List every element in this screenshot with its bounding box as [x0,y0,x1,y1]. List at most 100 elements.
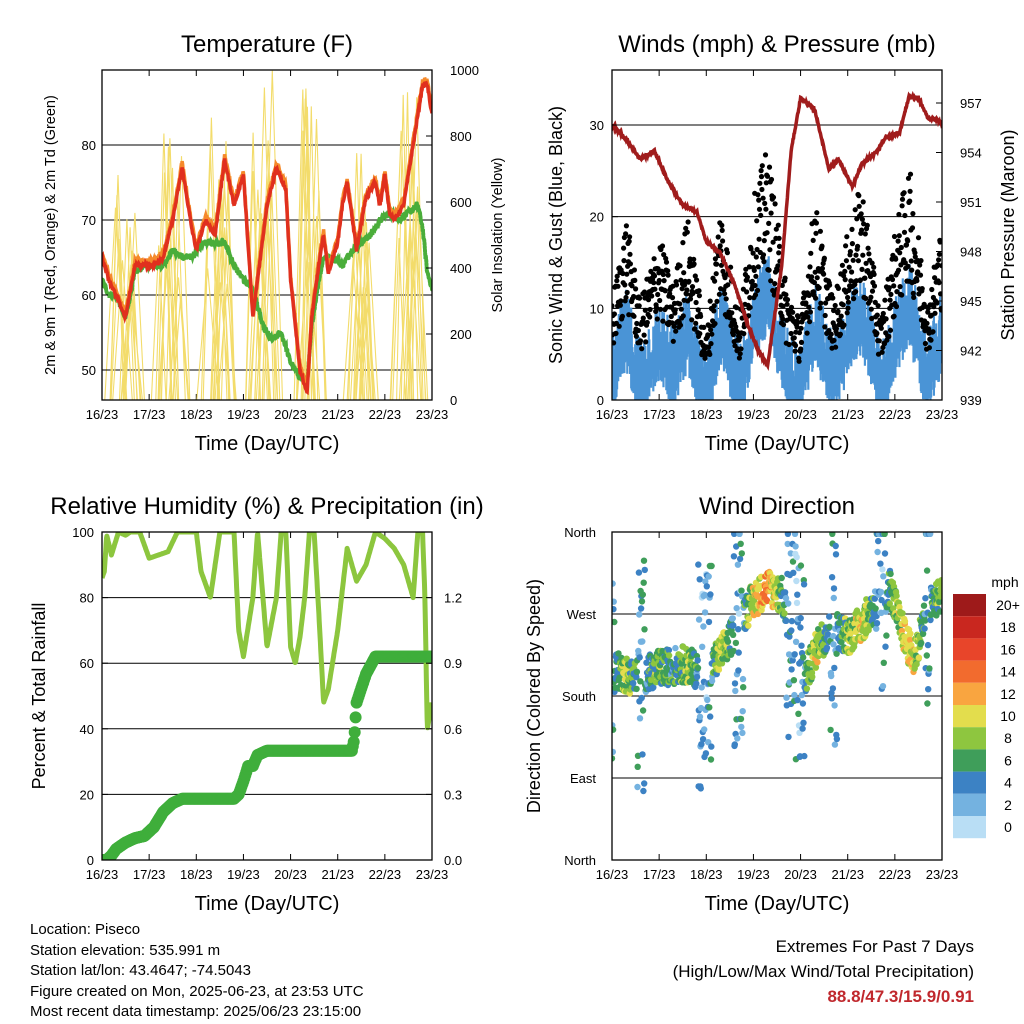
direction-point [729,615,736,622]
gust-point [719,227,725,233]
direction-point [732,639,740,647]
direction-point [797,562,805,569]
gust-point [871,264,877,270]
gust-point [896,211,902,218]
gust-point [657,297,663,304]
gust-point [866,251,872,257]
gust-point [821,255,828,261]
gust-point [771,292,777,298]
precip-point [349,711,362,724]
x-tick-label: 19/23 [227,867,260,882]
gust-point [620,270,626,277]
gust-point [823,300,829,306]
direction-point [827,726,834,734]
x-tick-label: 23/23 [926,407,959,422]
direction-point [798,642,805,649]
direction-point [633,668,641,675]
direction-point [612,580,616,587]
gust-point [768,176,775,183]
gust-point [869,315,875,322]
gust-point [912,254,918,260]
direction-point [789,558,797,565]
gust-point [757,180,763,186]
direction-point [731,680,739,687]
direction-point [907,630,914,637]
gust-point [709,331,715,337]
gust-point [832,302,838,309]
gust-point [754,218,760,224]
x-tick-label: 19/23 [737,407,770,422]
gust-point [810,237,816,243]
gust-point [685,219,691,225]
gust-point [807,264,813,270]
gust-point [822,324,828,330]
colorbar-label: 14 [1000,664,1016,680]
x-tick-label: 18/23 [690,867,723,882]
direction-point [639,638,646,645]
gust-point [617,302,624,308]
gust-point [654,316,660,322]
direction-point [734,735,741,742]
direction-point [809,673,816,681]
gust-point [936,251,942,257]
gust-point [632,277,638,283]
gust-point [651,280,657,286]
gust-point [677,301,683,307]
gust-point [693,299,699,306]
gust-point [722,275,728,281]
direction-point [918,639,925,647]
y2-tick-label: 600 [450,195,472,210]
x-tick-label: 23/23 [926,867,959,882]
gust-point [817,228,824,234]
gust-point [909,225,916,231]
gust-point [744,289,750,295]
direction-point [829,532,836,537]
direction-point [838,639,845,646]
gust-point [843,243,849,249]
gust-point [627,234,633,240]
direction-point [730,622,737,629]
gust-point [840,302,846,308]
gust-point [896,233,902,239]
direction-point [694,664,702,672]
direction-point [635,569,643,576]
gust-point [849,241,856,247]
direction-point [707,713,714,720]
pressure-line [612,90,942,371]
y-tick-label: 0 [597,393,604,408]
gust-point [766,164,773,170]
gust-point [925,309,931,315]
gust-point [788,330,794,337]
direction-point [938,577,942,584]
gust-point [937,239,942,245]
y-tick-label: 20 [80,787,94,802]
direction-point [847,630,854,637]
gust-point [716,291,723,297]
direction-point [925,686,932,693]
gust-point [712,321,718,327]
x-tick-label: 16/23 [86,867,119,882]
direction-point [920,602,928,609]
direction-point [812,664,820,671]
direction-point [737,715,745,723]
gust-point [662,288,668,294]
direction-point [650,684,657,691]
direction-point [801,752,808,760]
direction-point [803,685,811,692]
gust-point [711,303,717,309]
gust-point [891,313,897,319]
x-tick-label: 17/23 [133,407,166,422]
direction-point [887,570,894,578]
y2-tick-label: 942 [960,344,982,359]
direction-point [612,618,618,626]
colorbar-swatch [953,682,986,705]
gust-point [661,278,667,284]
direction-point [883,632,890,639]
gust-point [871,271,877,277]
gust-point [744,274,751,280]
gust-point [677,263,683,269]
gust-point [856,203,862,209]
gust-point [640,315,646,321]
gust-point [934,300,940,306]
y2-tick-label: 0.9 [444,656,462,671]
